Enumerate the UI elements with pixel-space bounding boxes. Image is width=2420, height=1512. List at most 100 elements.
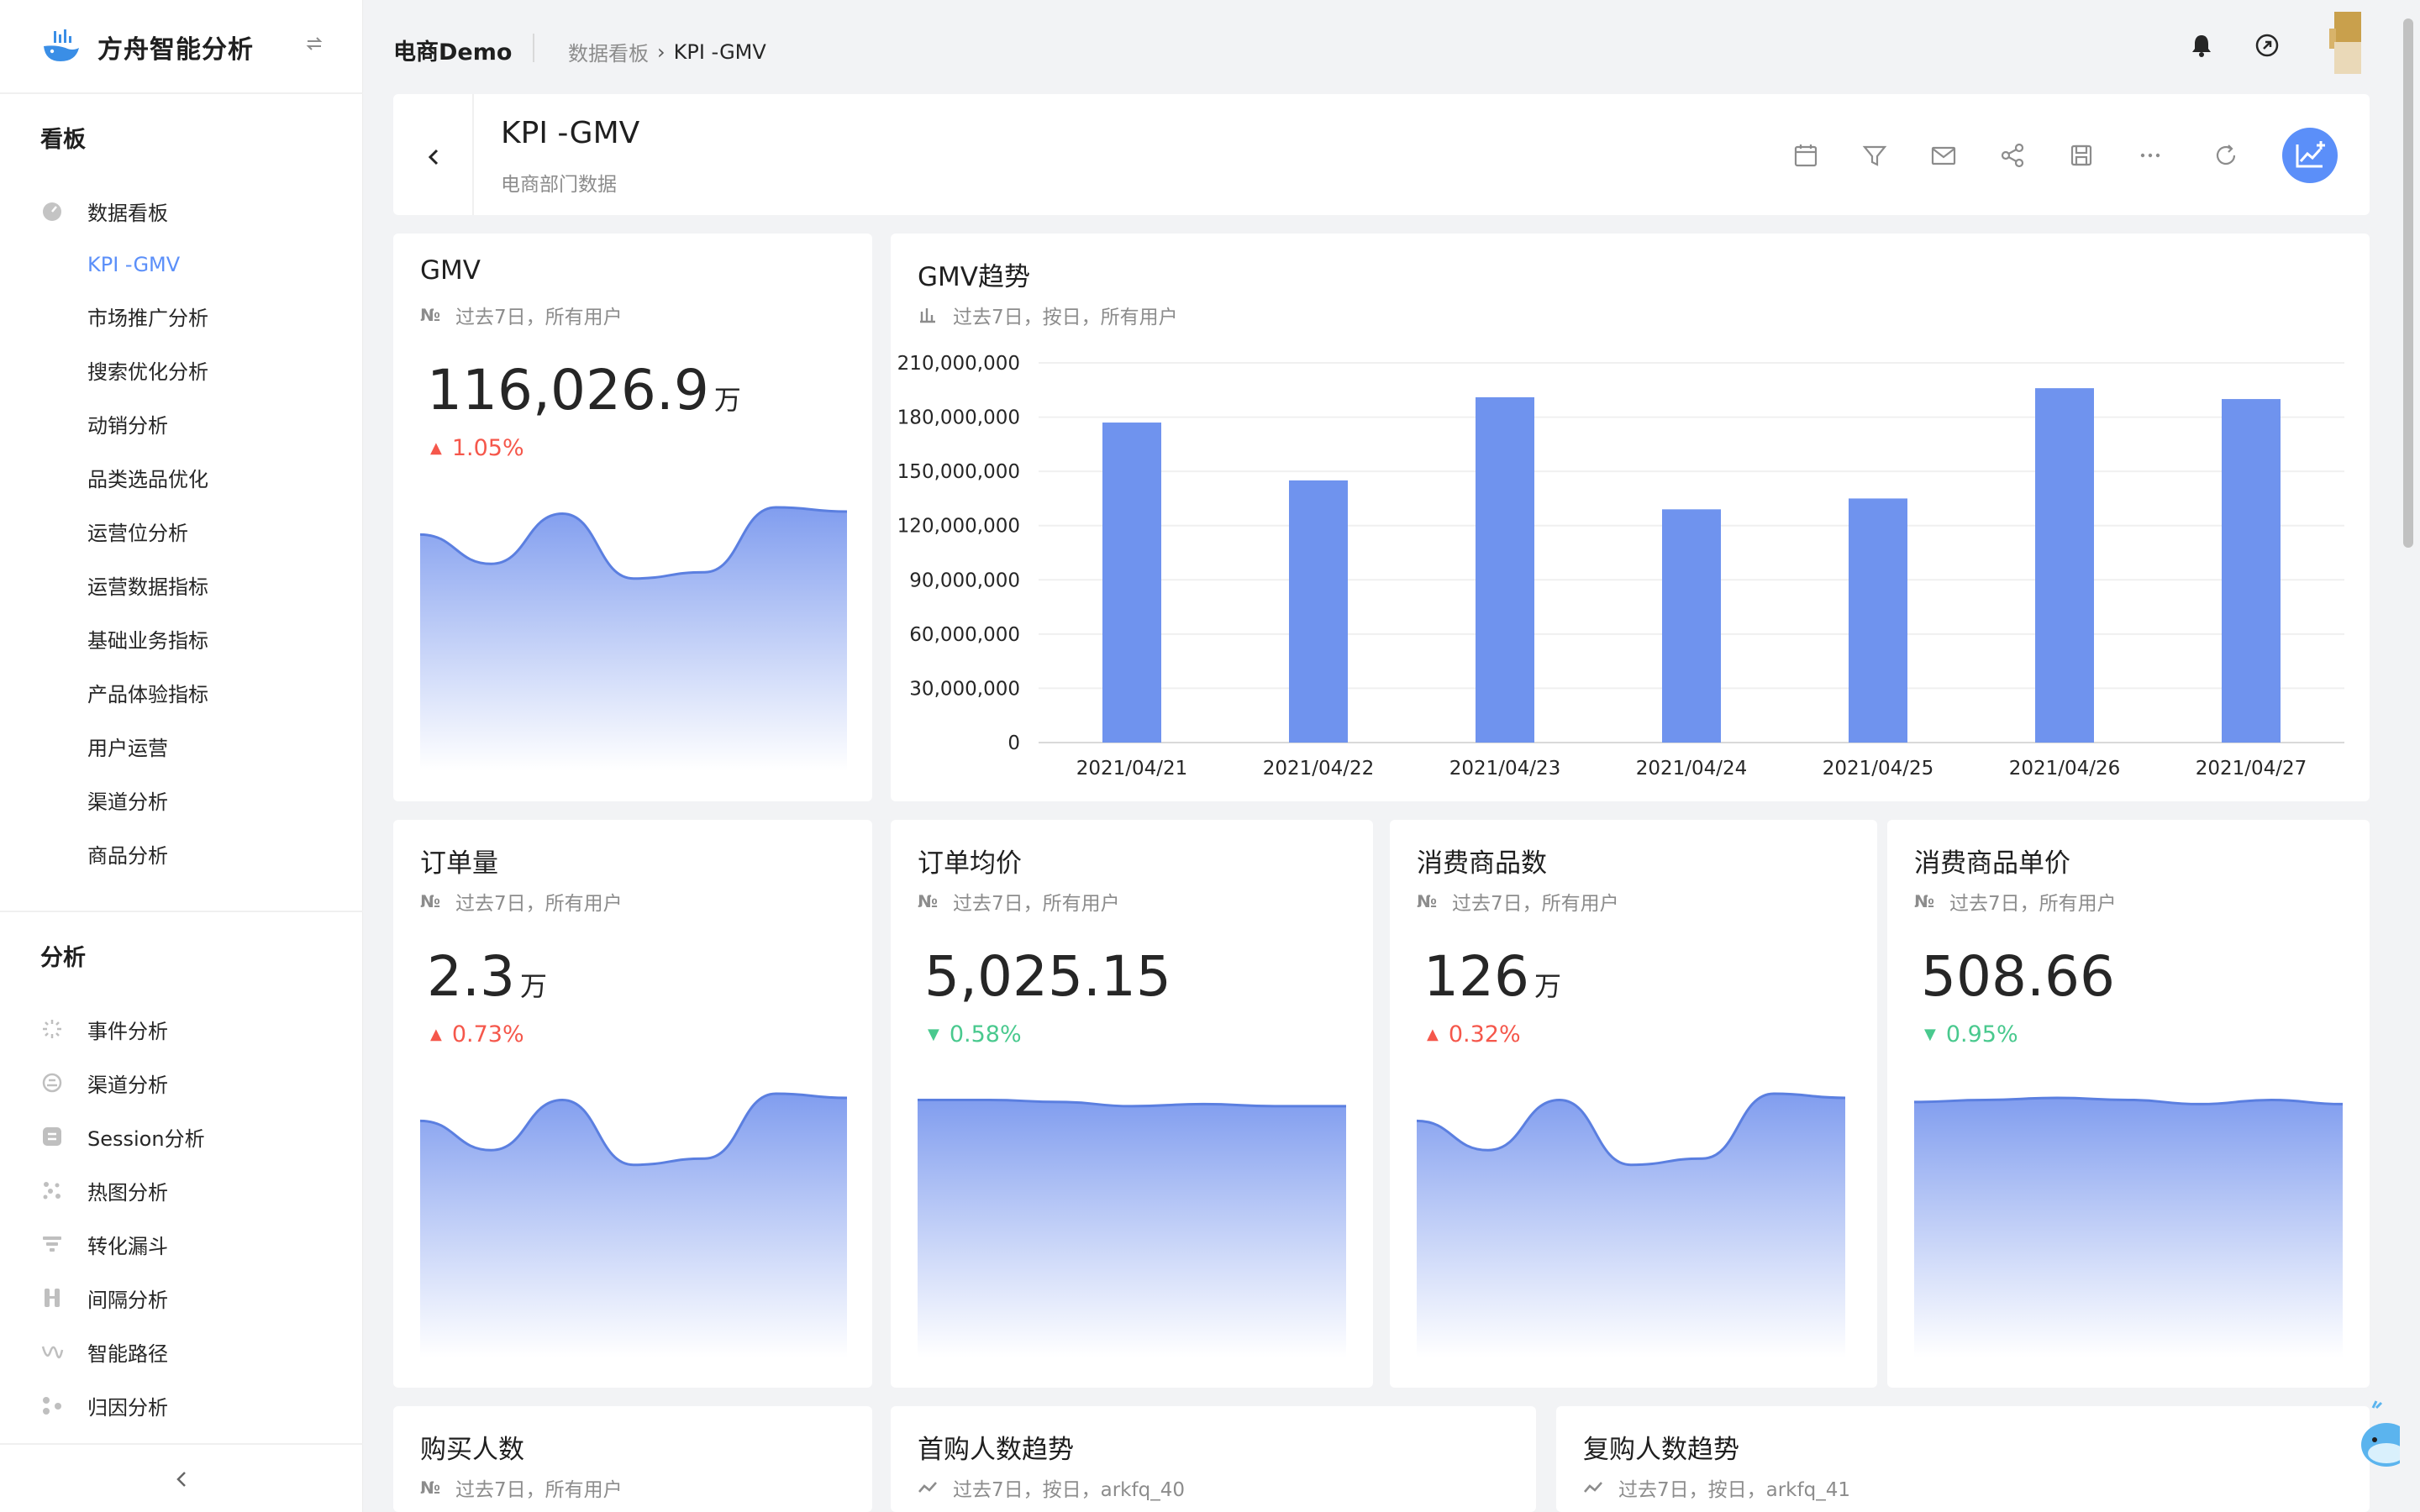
kpi-delta: ▼ 0.95% xyxy=(1924,1021,2018,1047)
bar[interactable] xyxy=(1849,498,1907,743)
add-chart-icon[interactable] xyxy=(2282,128,2338,183)
y-tick-label: 150,000,000 xyxy=(897,461,1020,483)
sidebar-item-label: 渠道分析 xyxy=(87,1073,168,1097)
top-header: 电商Demo 数据看板 › KPI -GMV xyxy=(363,0,2400,92)
card-title: 订单均价 xyxy=(918,848,1022,879)
board-item-goods[interactable]: 商品分析 xyxy=(87,844,168,868)
sidebar-item-label: 归因分析 xyxy=(87,1395,168,1420)
kpi-unit: 万 xyxy=(1534,970,1561,1002)
page-title: KPI -GMV xyxy=(501,116,640,150)
x-tick-label: 2021/04/27 xyxy=(2196,758,2307,780)
card-meta-text: 过去7日，所有用户 xyxy=(953,893,1120,915)
sparkline-items xyxy=(1417,1092,1845,1357)
sidebar-item-heatmap[interactable]: 热图分析 xyxy=(40,1173,343,1207)
bar[interactable] xyxy=(1289,480,1348,743)
board-item-product-exp[interactable]: 产品体验指标 xyxy=(87,683,208,706)
card-meta-text: 过去7日，按日，所有用户 xyxy=(953,307,1178,328)
project-name[interactable]: 电商Demo xyxy=(393,39,513,66)
board-item-sales[interactable]: 动销分析 xyxy=(87,414,168,438)
card-repeat-buy[interactable]: 复购人数趋势 过去7日，按日，arkfq_41 xyxy=(1556,1406,2370,1512)
card-item-price[interactable]: 消费商品单价 № 过去7日，所有用户 508.66 ▼ 0.95% xyxy=(1887,820,2370,1388)
kpi-unit: 万 xyxy=(519,970,547,1002)
card-buyers[interactable]: 购买人数 № 过去7日，所有用户 xyxy=(393,1406,872,1512)
mail-icon[interactable] xyxy=(1929,141,1958,170)
breadcrumb-root[interactable]: 数据看板 xyxy=(568,42,649,66)
sidebar-item-event[interactable]: 事件分析 xyxy=(40,1012,343,1046)
app-name: 方舟智能分析 xyxy=(97,35,254,65)
refresh-icon[interactable] xyxy=(2212,141,2240,170)
sidebar-item-label: Session分析 xyxy=(87,1126,205,1151)
bar[interactable] xyxy=(1102,423,1161,743)
card-gmv[interactable]: GMV № 过去7日，所有用户 116,026.9 万 ▲ 1.05% xyxy=(393,234,872,801)
card-meta: № 过去7日，所有用户 xyxy=(1914,887,2117,916)
kpi-value: 508.66 xyxy=(1921,944,2120,1009)
sidebar-item-interval[interactable]: 间隔分析 xyxy=(40,1281,343,1315)
kpi-value: 116,026.9 万 xyxy=(427,358,741,423)
bell-icon[interactable] xyxy=(2188,32,2215,59)
card-orders[interactable]: 订单量 № 过去7日，所有用户 2.3 万 ▲ 0.73% xyxy=(393,820,872,1388)
trend-line-icon xyxy=(918,1482,937,1493)
sidebar-item-label: 事件分析 xyxy=(87,1019,168,1043)
card-avg-order[interactable]: 订单均价 № 过去7日，所有用户 5,025.15 ▼ 0.58% xyxy=(891,820,1373,1388)
switch-icon[interactable] xyxy=(304,34,324,54)
board-item-ops-data[interactable]: 运营数据指标 xyxy=(87,575,208,599)
card-meta: № 过去7日，所有用户 xyxy=(420,887,623,916)
sidebar: 方舟智能分析 看板 数据看板 KPI -GMV 市场推广分析 搜索优化分析 动销… xyxy=(0,0,363,1512)
avatar[interactable] xyxy=(2326,12,2365,74)
sidebar-item-channel[interactable]: 渠道分析 xyxy=(40,1066,343,1100)
board-item-kpi-gmv[interactable]: KPI -GMV xyxy=(87,253,181,276)
board-item-basic-biz[interactable]: 基础业务指标 xyxy=(87,629,208,653)
sidebar-item-attribution[interactable]: 归因分析 xyxy=(40,1389,343,1422)
card-gmv-trend[interactable]: GMV趋势 过去7日，按日，所有用户 0 30,000,000 60,000,000… xyxy=(891,234,2370,801)
bar[interactable] xyxy=(2035,388,2094,743)
brand[interactable]: 方舟智能分析 xyxy=(40,22,254,72)
card-meta: № 过去7日，所有用户 xyxy=(420,301,623,329)
sparkline-area xyxy=(1417,1093,1845,1357)
sidebar-item-label: 数据看板 xyxy=(87,201,168,225)
bar-chart-icon xyxy=(920,308,935,323)
bar[interactable] xyxy=(2222,399,2281,743)
board-item-category[interactable]: 品类选品优化 xyxy=(87,468,208,491)
bar[interactable] xyxy=(1662,509,1721,743)
sidebar-item-path[interactable]: 智能路径 xyxy=(40,1335,343,1368)
sidebar-item-label: 智能路径 xyxy=(87,1341,168,1366)
board-item-search[interactable]: 搜索优化分析 xyxy=(87,360,208,384)
attribution-icon xyxy=(43,1397,61,1415)
filter-icon[interactable] xyxy=(1860,141,1889,170)
more-icon[interactable] xyxy=(2136,141,2165,170)
channel-icon xyxy=(42,1073,62,1093)
assistant-whale-icon[interactable] xyxy=(2349,1398,2400,1478)
card-items[interactable]: 消费商品数 № 过去7日，所有用户 126 万 ▲ 0.32% xyxy=(1390,820,1877,1388)
number-icon: № xyxy=(918,891,939,911)
funnel-icon xyxy=(43,1236,61,1252)
help-icon[interactable] xyxy=(2254,32,2281,59)
collapse-sidebar-icon[interactable] xyxy=(173,1468,190,1490)
sidebar-item-session[interactable]: Session分析 xyxy=(40,1120,343,1153)
card-meta-text: 过去7日，所有用户 xyxy=(1452,893,1619,915)
kpi-delta: ▲ 0.32% xyxy=(1427,1021,1521,1047)
card-meta: 过去7日，按日，所有用户 xyxy=(918,301,1178,329)
kpi-value: 2.3 万 xyxy=(427,944,547,1009)
kpi-number: 5,025.15 xyxy=(924,944,1171,1009)
card-first-buy[interactable]: 首购人数趋势 过去7日，按日，arkfq_40 xyxy=(891,1406,1536,1512)
divider xyxy=(0,92,363,94)
sidebar-item-data-board[interactable]: 数据看板 xyxy=(40,194,343,228)
board-item-market[interactable]: 市场推广分析 xyxy=(87,307,208,330)
kpi-delta-text: 0.73% xyxy=(451,1021,524,1047)
kpi-number: 126 xyxy=(1423,944,1529,1009)
y-tick-label: 120,000,000 xyxy=(897,516,1020,538)
share-icon[interactable] xyxy=(1998,141,2027,170)
calendar-icon[interactable] xyxy=(1791,141,1820,170)
back-icon[interactable] xyxy=(424,144,444,170)
sidebar-item-funnel[interactable]: 转化漏斗 xyxy=(40,1227,343,1261)
y-tick-label: 60,000,000 xyxy=(909,624,1020,646)
scrollbar-thumb[interactable] xyxy=(2403,18,2413,548)
bar[interactable] xyxy=(1476,396,1534,743)
trend-line-icon xyxy=(1584,1482,1602,1493)
board-item-channel[interactable]: 渠道分析 xyxy=(87,790,168,814)
save-icon[interactable] xyxy=(2067,141,2096,170)
sparkline-area xyxy=(918,1100,1346,1357)
x-tick-label: 2021/04/24 xyxy=(1636,758,1748,780)
board-item-ops-slot[interactable]: 运营位分析 xyxy=(87,522,188,545)
board-item-user-ops[interactable]: 用户运营 xyxy=(87,737,168,760)
